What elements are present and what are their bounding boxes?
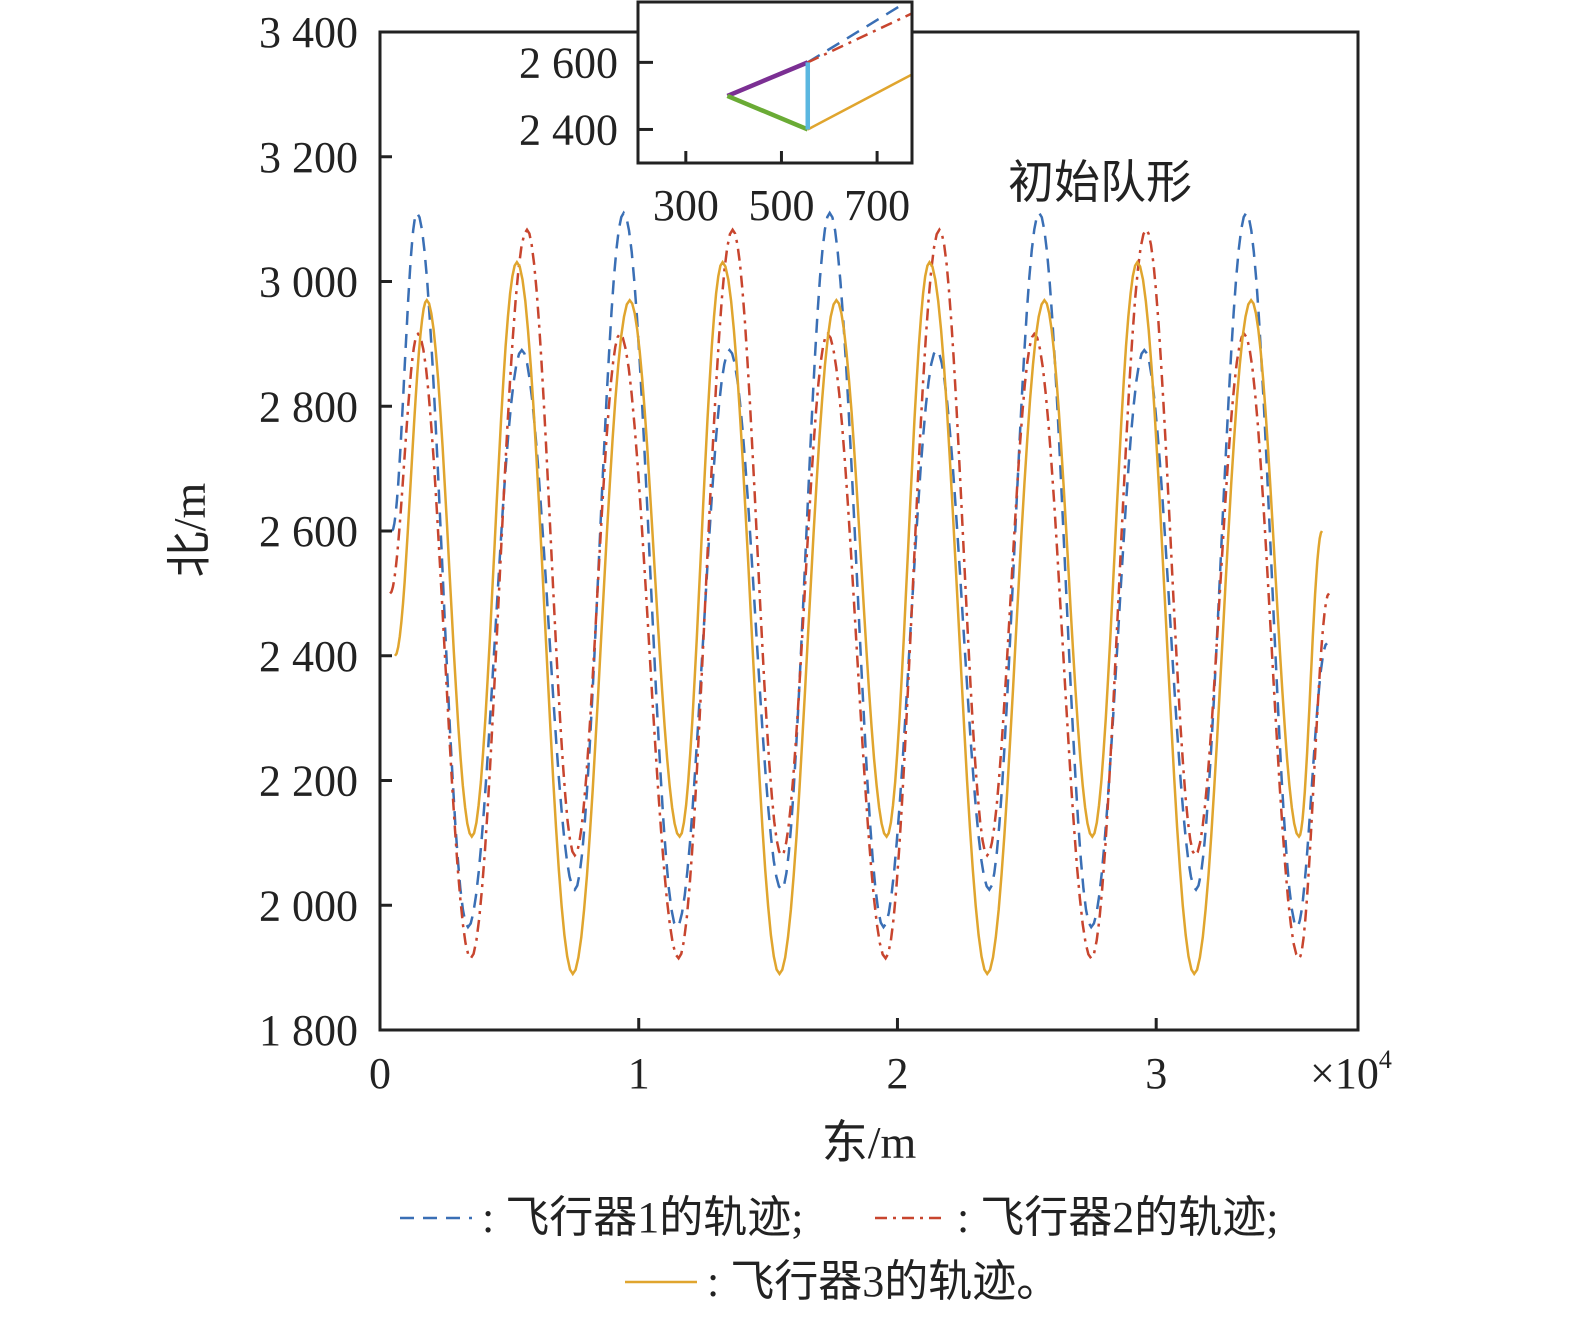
x-tick-label: 2 [886, 1049, 908, 1098]
series-group [389, 210, 1331, 977]
legend-label: : 飞行器1的轨迹; [482, 1193, 803, 1242]
legend-entry-2: : 飞行器2的轨迹; [875, 1193, 1278, 1242]
y-tick-label: 3 000 [259, 258, 358, 307]
y-tick-label: 2 400 [259, 632, 358, 681]
y-tick-label: 3 200 [259, 133, 358, 182]
x-tick-label: 0 [369, 1049, 391, 1098]
inset-chart: 300 500 700 2 400 2 600 [519, 0, 914, 230]
inset-y-tick-label: 2 600 [519, 38, 618, 87]
y-tick-label: 2 800 [259, 382, 358, 431]
formation-edge-1-3 [726, 93, 809, 132]
inset-track-1 [807, 2, 909, 64]
legend-label: : 飞行器2的轨迹; [957, 1193, 1278, 1242]
x-axis-label: 东/m [822, 1117, 917, 1168]
inset-track-2 [807, 12, 912, 64]
x-multiplier: ×104 [1310, 1045, 1392, 1098]
y-tick-label: 3 400 [259, 8, 358, 57]
formation-edge-1-2 [726, 60, 809, 98]
legend-entry-1: : 飞行器1的轨迹; [400, 1193, 803, 1242]
inset-x-tick-label: 300 [653, 181, 719, 230]
annotation-initial-formation: 初始队形 [1008, 157, 1192, 208]
y-tick-label: 1 800 [259, 1006, 358, 1055]
inset-frame [636, 0, 914, 165]
series-line-1 [390, 210, 1328, 930]
inset-x-tick-label: 500 [748, 181, 814, 230]
legend-label: : 飞行器3的轨迹。 [707, 1257, 1060, 1306]
axis-ticks: 0 1 2 3 1 800 2 000 2 200 2 400 2 600 2 800 3 000 3… [259, 8, 1167, 1098]
x-tick-label: 1 [628, 1049, 650, 1098]
y-tick-label: 2 000 [259, 881, 358, 930]
series-line-2 [389, 227, 1331, 961]
y-axis-label: 北/m [164, 483, 215, 578]
legend: : 飞行器1的轨迹; : 飞行器2的轨迹; : 飞行器3的轨迹。 [400, 1193, 1278, 1306]
y-tick-label: 2 200 [259, 757, 358, 806]
inset-track-3 [807, 73, 912, 131]
inset-x-tick-label: 700 [844, 181, 910, 230]
x-tick-label: 3 [1145, 1049, 1167, 1098]
inset-y-tick-label: 2 400 [519, 105, 618, 154]
y-tick-label: 2 600 [259, 507, 358, 556]
legend-entry-3: : 飞行器3的轨迹。 [625, 1257, 1060, 1306]
series-line-3 [393, 259, 1324, 977]
